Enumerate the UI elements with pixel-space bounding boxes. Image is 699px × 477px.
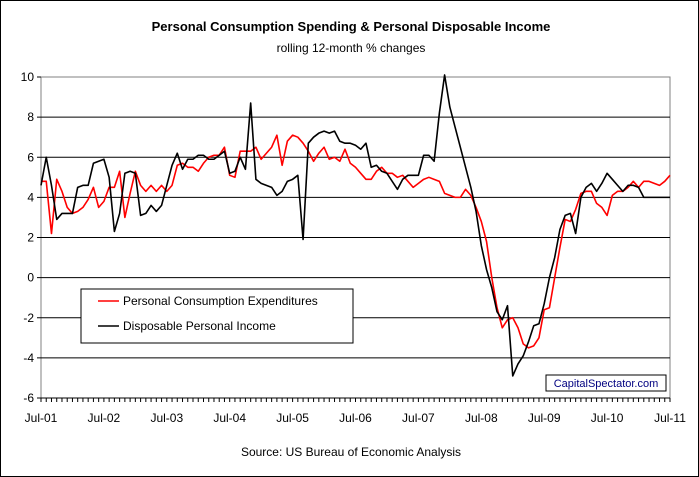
y-tick-label: -2: [23, 311, 34, 325]
x-axis: Jul-01 Jul-02 Jul-03 Jul-04 Jul-05 Jul-06 Jul-…: [25, 397, 686, 425]
legend-label-dpi: Disposable Personal Income: [123, 319, 276, 333]
y-tick-label: 2: [27, 231, 34, 245]
legend-label-pce: Personal Consumption Expenditures: [123, 294, 318, 308]
x-tick-label: Jul-04: [213, 411, 246, 425]
source-note: Source: US Bureau of Economic Analysis: [241, 445, 461, 459]
legend-box: [80, 288, 354, 344]
y-axis: -6 -4 -2 0 2 4 6 8 10: [21, 70, 41, 405]
x-tick-label: Jul-09: [528, 411, 561, 425]
y-tick-label: 8: [27, 110, 34, 124]
y-tick-label: 0: [27, 271, 34, 285]
x-tick-label: Jul-07: [402, 411, 435, 425]
x-tick-label: Jul-02: [88, 411, 121, 425]
legend: Personal Consumption Expenditures Dispos…: [80, 288, 354, 344]
y-tick-label: -6: [23, 391, 34, 405]
x-tick-label: Jul-05: [276, 411, 309, 425]
chart-subtitle: rolling 12-month % changes: [277, 41, 426, 55]
y-tick-label: 4: [27, 190, 34, 204]
watermark-label: CapitalSpectator.com: [554, 378, 659, 390]
x-tick-label: Jul-01: [25, 411, 58, 425]
series-layer: [40, 74, 671, 377]
y-tick-label: 10: [21, 70, 35, 84]
series-line-1: [40, 74, 670, 377]
y-tick-label: -4: [23, 351, 34, 365]
x-tick-label: Jul-03: [150, 411, 183, 425]
watermark: CapitalSpectator.com: [545, 374, 667, 392]
x-tick-label: Jul-11: [654, 411, 686, 425]
y-tick-label: 6: [27, 150, 34, 164]
chart-title: Personal Consumption Spending & Personal…: [152, 19, 551, 34]
x-tick-label: Jul-08: [465, 411, 498, 425]
x-tick-label: Jul-10: [591, 411, 624, 425]
x-tick-label: Jul-06: [339, 411, 372, 425]
series-line-0: [41, 134, 671, 349]
watermark-box: [545, 374, 667, 392]
